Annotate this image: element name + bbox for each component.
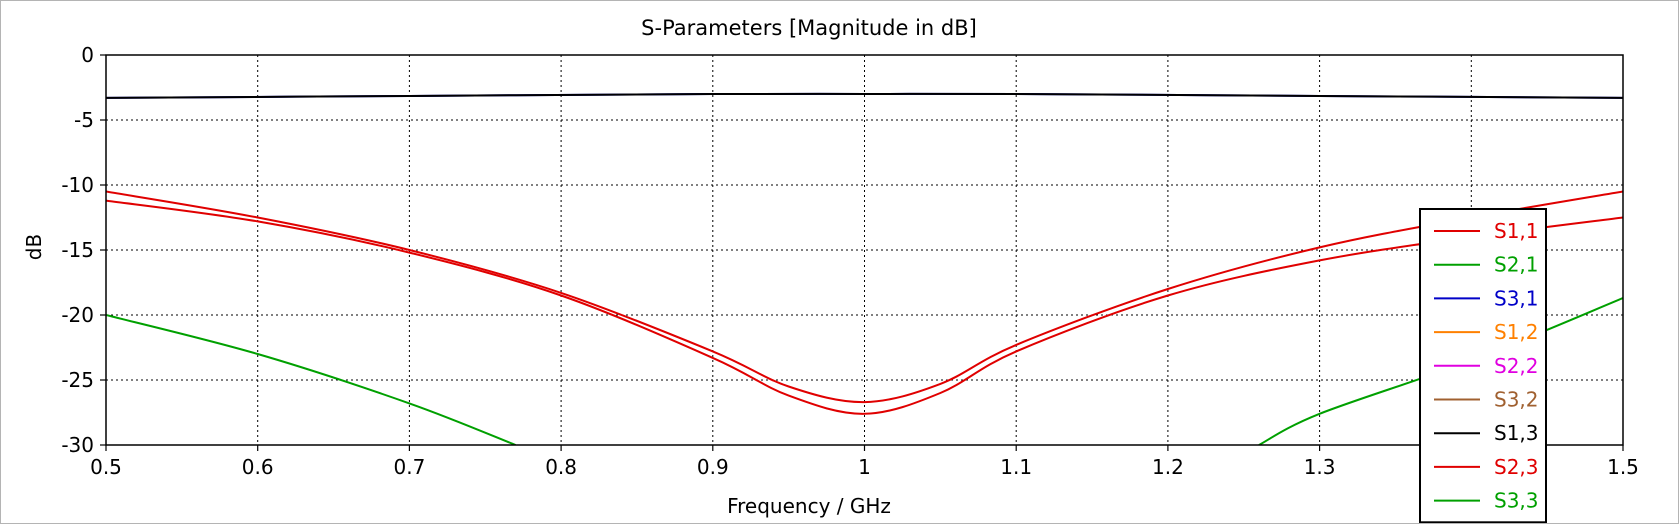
x-tick-label: 0.6 (242, 455, 274, 479)
x-tick-label: 1.5 (1607, 455, 1639, 479)
plot-border (105, 54, 1624, 446)
legend-label-s3-2: S3,2 (1494, 388, 1539, 412)
series-line-s2-3 (106, 199, 1623, 415)
series-line-s3-3 (1258, 297, 1623, 445)
x-tick-label: 0.9 (697, 455, 729, 479)
legend-label-s2-3: S2,3 (1494, 455, 1539, 479)
x-tick-label: 1.1 (1000, 455, 1032, 479)
x-tick-label: 1.3 (1304, 455, 1336, 479)
legend-label-s1-3: S1,3 (1494, 421, 1539, 445)
x-tick-label: 0.7 (393, 455, 425, 479)
y-tick-label: 0 (81, 43, 94, 67)
legend-label-s2-1: S2,1 (1494, 253, 1539, 277)
y-tick-label: -5 (74, 108, 94, 132)
legend-label-s3-1: S3,1 (1494, 286, 1539, 310)
series-line-s1-3 (106, 92, 1623, 99)
y-tick-label: -15 (61, 238, 94, 262)
x-tick-label: 0.5 (90, 455, 122, 479)
legend-label-s1-2: S1,2 (1494, 320, 1539, 344)
x-axis-label: Frequency / GHz (727, 494, 891, 518)
legend-label-s3-3: S3,3 (1494, 489, 1539, 513)
y-axis-label: dB (22, 234, 46, 260)
legend-label-s2-2: S2,2 (1494, 354, 1539, 378)
chart-title: S-Parameters [Magnitude in dB] (641, 16, 977, 40)
y-tick-label: -25 (61, 368, 94, 392)
y-tick-label: -20 (61, 303, 94, 327)
series-line-s1-1 (106, 190, 1623, 404)
x-tick-label: 1 (858, 455, 871, 479)
series-line-s2-1 (106, 314, 516, 445)
x-tick-label: 0.8 (545, 455, 577, 479)
x-tick-label: 1.2 (1152, 455, 1184, 479)
legend-label-s1-1: S1,1 (1494, 219, 1539, 243)
legend: S1,1 S2,1 S3,1 S1,2 S2,2 S3,2 S1,3 S2,3 S3,3 (1419, 208, 1547, 523)
series-lines (106, 92, 1623, 445)
y-tick-label: -30 (61, 433, 94, 457)
y-tick-label: -10 (61, 173, 94, 197)
